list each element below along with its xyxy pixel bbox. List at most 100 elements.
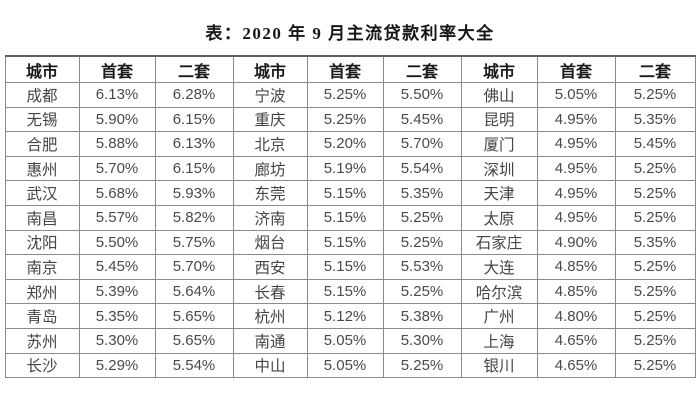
rate-cell: 5.39%: [78, 278, 156, 305]
rate-cell: 5.15%: [306, 254, 384, 280]
rate-cell: 4.95%: [536, 131, 616, 157]
rate-cell: 5.25%: [614, 82, 696, 108]
city-cell: 大连: [460, 254, 538, 280]
rate-cell: 5.25%: [306, 106, 384, 133]
rate-cell: 5.93%: [154, 180, 234, 206]
header-row: 城市 首套 二套 城市 首套 二套 城市 首套 二套: [4, 55, 696, 83]
column-header: 城市: [232, 55, 308, 83]
rate-cell: 6.15%: [154, 106, 234, 133]
rate-cell: 5.70%: [382, 131, 462, 157]
rate-cell: 4.65%: [536, 352, 616, 379]
city-cell: 深圳: [460, 155, 538, 182]
column-header: 首套: [536, 55, 616, 83]
table-row: 郑州 5.39% 5.64% 长春 5.15% 5.25% 哈尔滨 4.85% 5.25%: [4, 278, 696, 305]
city-cell: 广州: [460, 303, 538, 329]
rate-cell: 5.38%: [382, 303, 462, 329]
table-row: 苏州 5.30% 5.65% 南通 5.05% 5.30% 上海 4.65% 5.25%: [4, 327, 696, 354]
city-cell: 郑州: [4, 278, 80, 305]
city-cell: 银川: [460, 352, 538, 379]
city-cell: 长春: [232, 278, 308, 305]
city-cell: 哈尔滨: [460, 278, 538, 305]
rate-cell: 5.68%: [78, 180, 156, 206]
city-cell: 佛山: [460, 82, 538, 108]
rate-cell: 5.15%: [306, 229, 384, 256]
loan-rates-table: 城市 首套 二套 城市 首套 二套 城市 首套 二套 成都 6.13% 6.28% 宁波 5.25% 5.…: [4, 55, 696, 379]
city-cell: 天津: [460, 180, 538, 206]
city-cell: 重庆: [232, 106, 308, 133]
table-row: 惠州 5.70% 6.15% 廊坊 5.19% 5.54% 深圳 4.95% 5.25%: [4, 155, 696, 182]
rate-cell: 5.25%: [306, 82, 384, 108]
city-cell: 宁波: [232, 82, 308, 108]
rate-cell: 5.35%: [614, 229, 696, 256]
column-header: 城市: [460, 55, 538, 83]
rate-cell: 5.53%: [382, 254, 462, 280]
rate-cell: 4.95%: [536, 204, 616, 231]
table-row: 青岛 5.35% 5.65% 杭州 5.12% 5.38% 广州 4.80% 5.25%: [4, 303, 696, 329]
rate-cell: 5.15%: [306, 278, 384, 305]
rate-cell: 4.95%: [536, 155, 616, 182]
city-cell: 廊坊: [232, 155, 308, 182]
rate-cell: 5.88%: [78, 131, 156, 157]
rate-cell: 5.45%: [382, 106, 462, 133]
city-cell: 西安: [232, 254, 308, 280]
rate-cell: 5.54%: [154, 352, 234, 379]
rate-cell: 5.25%: [382, 278, 462, 305]
rate-cell: 5.64%: [154, 278, 234, 305]
rate-cell: 5.35%: [614, 106, 696, 133]
rate-cell: 5.15%: [306, 204, 384, 231]
city-cell: 厦门: [460, 131, 538, 157]
rate-cell: 6.28%: [154, 82, 234, 108]
rate-cell: 4.65%: [536, 327, 616, 354]
column-header: 二套: [154, 55, 234, 83]
table-row: 南京 5.45% 5.70% 西安 5.15% 5.53% 大连 4.85% 5.25%: [4, 254, 696, 280]
rate-cell: 5.54%: [382, 155, 462, 182]
city-cell: 东莞: [232, 180, 308, 206]
table-row: 武汉 5.68% 5.93% 东莞 5.15% 5.35% 天津 4.95% 5.25%: [4, 180, 696, 206]
rate-cell: 5.05%: [536, 82, 616, 108]
table-row: 无锡 5.90% 6.15% 重庆 5.25% 5.45% 昆明 4.95% 5.35%: [4, 106, 696, 133]
city-cell: 石家庄: [460, 229, 538, 256]
city-cell: 惠州: [4, 155, 80, 182]
rate-cell: 5.50%: [382, 82, 462, 108]
city-cell: 上海: [460, 327, 538, 354]
rate-cell: 5.20%: [306, 131, 384, 157]
city-cell: 沈阳: [4, 229, 80, 256]
column-header: 首套: [306, 55, 384, 83]
city-cell: 南昌: [4, 204, 80, 231]
rate-cell: 4.85%: [536, 278, 616, 305]
table-row: 成都 6.13% 6.28% 宁波 5.25% 5.50% 佛山 5.05% 5.25%: [4, 82, 696, 108]
rate-cell: 4.80%: [536, 303, 616, 329]
rate-cell: 5.25%: [614, 303, 696, 329]
rate-cell: 5.50%: [78, 229, 156, 256]
table-row: 沈阳 5.50% 5.75% 烟台 5.15% 5.25% 石家庄 4.90% 5.35%: [4, 229, 696, 256]
rate-cell: 4.95%: [536, 106, 616, 133]
city-cell: 北京: [232, 131, 308, 157]
city-cell: 中山: [232, 352, 308, 379]
rate-cell: 5.12%: [306, 303, 384, 329]
rate-cell: 5.25%: [614, 278, 696, 305]
rate-cell: 5.25%: [382, 204, 462, 231]
city-cell: 杭州: [232, 303, 308, 329]
city-cell: 南通: [232, 327, 308, 354]
city-cell: 南京: [4, 254, 80, 280]
city-cell: 青岛: [4, 303, 80, 329]
rate-cell: 5.15%: [306, 180, 384, 206]
rate-cell: 5.25%: [614, 327, 696, 354]
city-cell: 太原: [460, 204, 538, 231]
rate-cell: 5.45%: [78, 254, 156, 280]
table-row: 长沙 5.29% 5.54% 中山 5.05% 5.25% 银川 4.65% 5.25%: [4, 352, 696, 379]
rate-cell: 6.13%: [78, 82, 156, 108]
rate-cell: 5.35%: [78, 303, 156, 329]
rate-cell: 5.65%: [154, 303, 234, 329]
city-cell: 昆明: [460, 106, 538, 133]
column-header: 二套: [614, 55, 696, 83]
rate-cell: 5.30%: [382, 327, 462, 354]
table-row: 南昌 5.57% 5.82% 济南 5.15% 5.25% 太原 4.95% 5.25%: [4, 204, 696, 231]
rate-cell: 5.25%: [614, 180, 696, 206]
city-cell: 长沙: [4, 352, 80, 379]
city-cell: 合肥: [4, 131, 80, 157]
rate-cell: 5.19%: [306, 155, 384, 182]
rate-cell: 5.35%: [382, 180, 462, 206]
rate-cell: 5.05%: [306, 352, 384, 379]
